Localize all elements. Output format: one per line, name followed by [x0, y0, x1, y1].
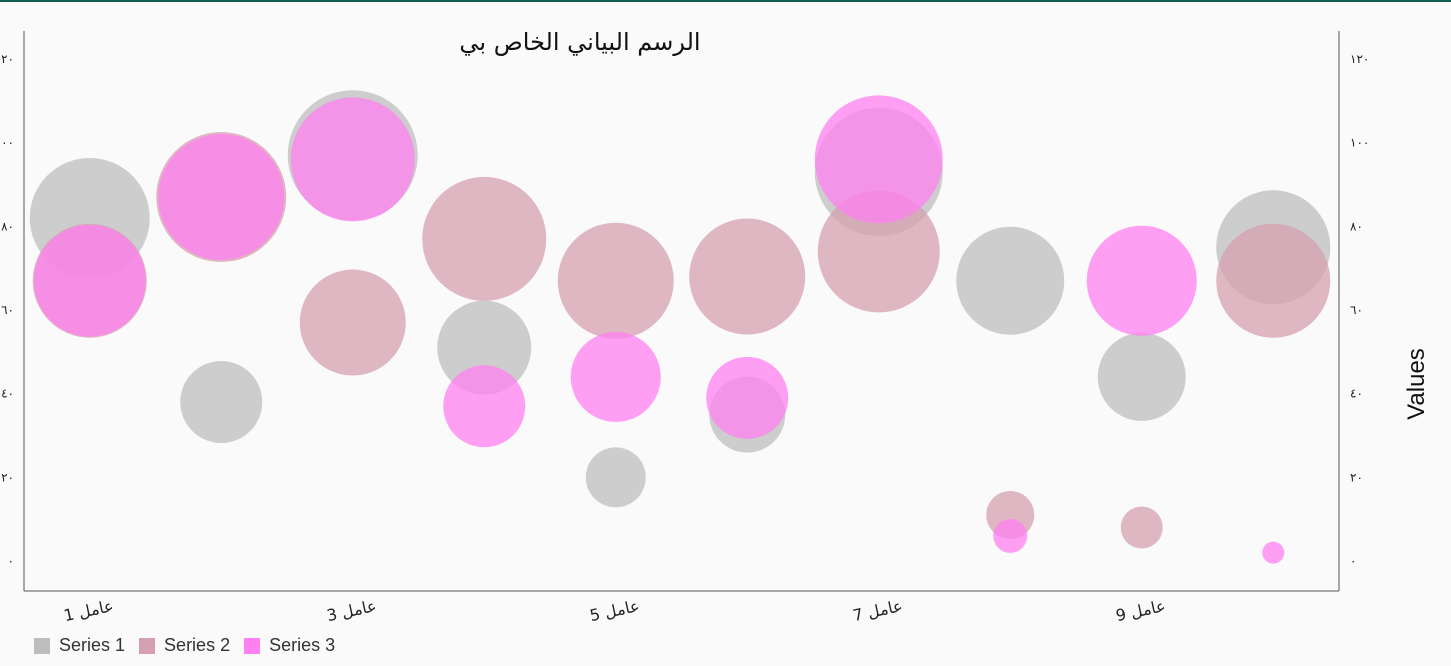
legend-item-series-2[interactable]: Series 2 — [139, 635, 230, 656]
series-3-group — [33, 95, 1285, 564]
bubble-series-3[interactable] — [158, 134, 285, 261]
legend-swatch — [244, 637, 261, 654]
bubble-series-3[interactable] — [33, 224, 146, 337]
bubble-series-3[interactable] — [814, 95, 943, 224]
y-axis-title: Values — [1403, 348, 1430, 420]
bubble-series-3[interactable] — [1086, 225, 1197, 336]
bubble-series-2[interactable] — [817, 190, 940, 313]
x-tick-label: عامل 9 — [1114, 596, 1167, 625]
legend-label: Series 1 — [59, 635, 126, 655]
y-tick-label-left: ٤٠ — [1, 387, 14, 401]
x-tick-label: عامل 5 — [588, 596, 641, 625]
chart-legend: Series 1 Series 2 Series 3 — [34, 635, 349, 656]
bubble-series-3[interactable] — [706, 356, 789, 439]
bubble-series-3[interactable] — [570, 331, 661, 422]
y-tick-label-right: ١٠٠ — [1350, 136, 1369, 150]
y-tick-label-left: ٨٠ — [1, 219, 14, 233]
bubble-series-3[interactable] — [1262, 541, 1285, 564]
legend-swatch — [139, 637, 156, 654]
bubble-series-3[interactable] — [290, 97, 415, 222]
y-tick-label-right: ٠ — [1350, 554, 1356, 568]
bubble-series-2[interactable] — [1120, 506, 1163, 549]
bubble-series-2[interactable] — [1216, 223, 1331, 338]
y-tick-label-left: ١٢٠ — [0, 52, 14, 66]
bubble-series-2[interactable] — [299, 269, 406, 376]
legend-label: Series 2 — [164, 635, 231, 655]
legend-item-series-3[interactable]: Series 3 — [244, 635, 335, 656]
bubble-series-1[interactable] — [1097, 332, 1186, 421]
y-tick-label-left: ٢٠ — [1, 470, 14, 484]
bubble-series-3[interactable] — [993, 518, 1028, 553]
chart-bubbles — [29, 90, 1331, 564]
chart-title: الرسم البياني الخاص بي — [459, 28, 700, 56]
bubble-series-3[interactable] — [443, 365, 526, 448]
x-tick-label: عامل 7 — [851, 596, 904, 625]
top-border — [0, 0, 1451, 2]
legend-swatch — [34, 637, 50, 654]
bubble-series-2[interactable] — [557, 222, 674, 339]
x-tick-label: عامل 3 — [325, 596, 378, 625]
y-tick-label-right: ١٢٠ — [1350, 52, 1369, 66]
bubble-series-1[interactable] — [437, 300, 532, 395]
y-tick-label-left: ٠ — [8, 554, 14, 568]
y-tick-label-right: ٦٠ — [1350, 303, 1363, 317]
y-tick-label-right: ٢٠ — [1350, 470, 1363, 484]
y-tick-label-right: ٤٠ — [1350, 387, 1363, 401]
x-tick-label: عامل 1 — [62, 596, 115, 625]
bubble-series-2[interactable] — [422, 176, 547, 301]
bubble-series-1[interactable] — [180, 361, 263, 444]
legend-label: Series 3 — [269, 635, 336, 655]
y-tick-label-left: ٦٠ — [1, 303, 14, 317]
y-tick-label-right: ٨٠ — [1350, 219, 1363, 233]
legend-item-series-1[interactable]: Series 1 — [34, 635, 125, 656]
bubble-series-1[interactable] — [956, 226, 1065, 335]
y-tick-label-left: ١٠٠ — [0, 136, 14, 150]
bubble-series-2[interactable] — [689, 218, 806, 335]
bubble-series-1[interactable] — [585, 447, 646, 508]
chart-labels: الرسم البياني الخاص بي Values — [459, 28, 1430, 420]
